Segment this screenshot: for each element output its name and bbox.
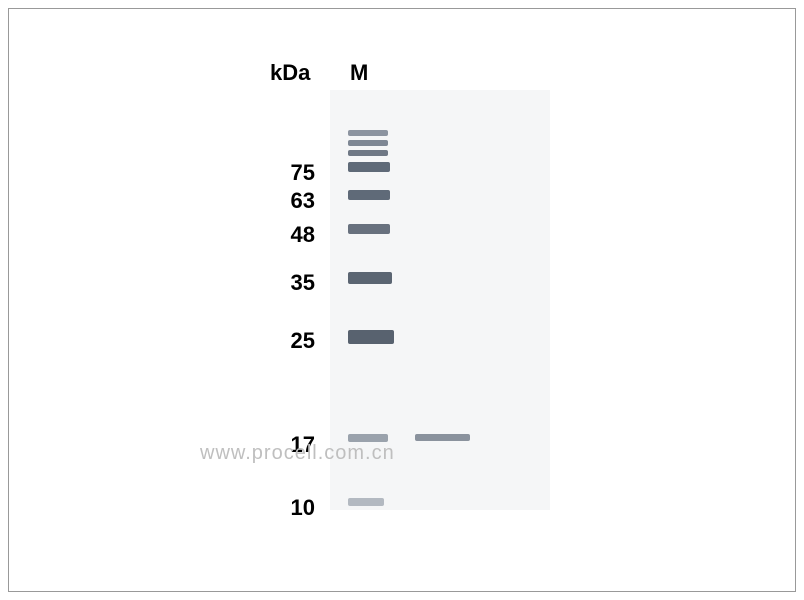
- marker-band-10: [348, 498, 384, 506]
- marker-label-35: 35: [265, 270, 315, 296]
- marker-band-48: [348, 224, 390, 234]
- marker-band-top: [348, 140, 388, 146]
- marker-label-75: 75: [265, 160, 315, 186]
- marker-band-17: [348, 434, 388, 442]
- marker-band-63: [348, 190, 390, 200]
- marker-band-top: [348, 150, 388, 156]
- marker-band-25: [348, 330, 394, 344]
- marker-label-25: 25: [265, 328, 315, 354]
- marker-label-48: 48: [265, 222, 315, 248]
- marker-band-35: [348, 272, 392, 284]
- sample-band: [415, 434, 470, 441]
- marker-label-63: 63: [265, 188, 315, 214]
- unit-label: kDa: [270, 60, 310, 86]
- marker-band-top: [348, 130, 388, 136]
- marker-lane-label: M: [350, 60, 368, 86]
- marker-label-10: 10: [265, 495, 315, 521]
- marker-band-75: [348, 162, 390, 172]
- watermark-text: www.procell.com.cn: [200, 442, 395, 465]
